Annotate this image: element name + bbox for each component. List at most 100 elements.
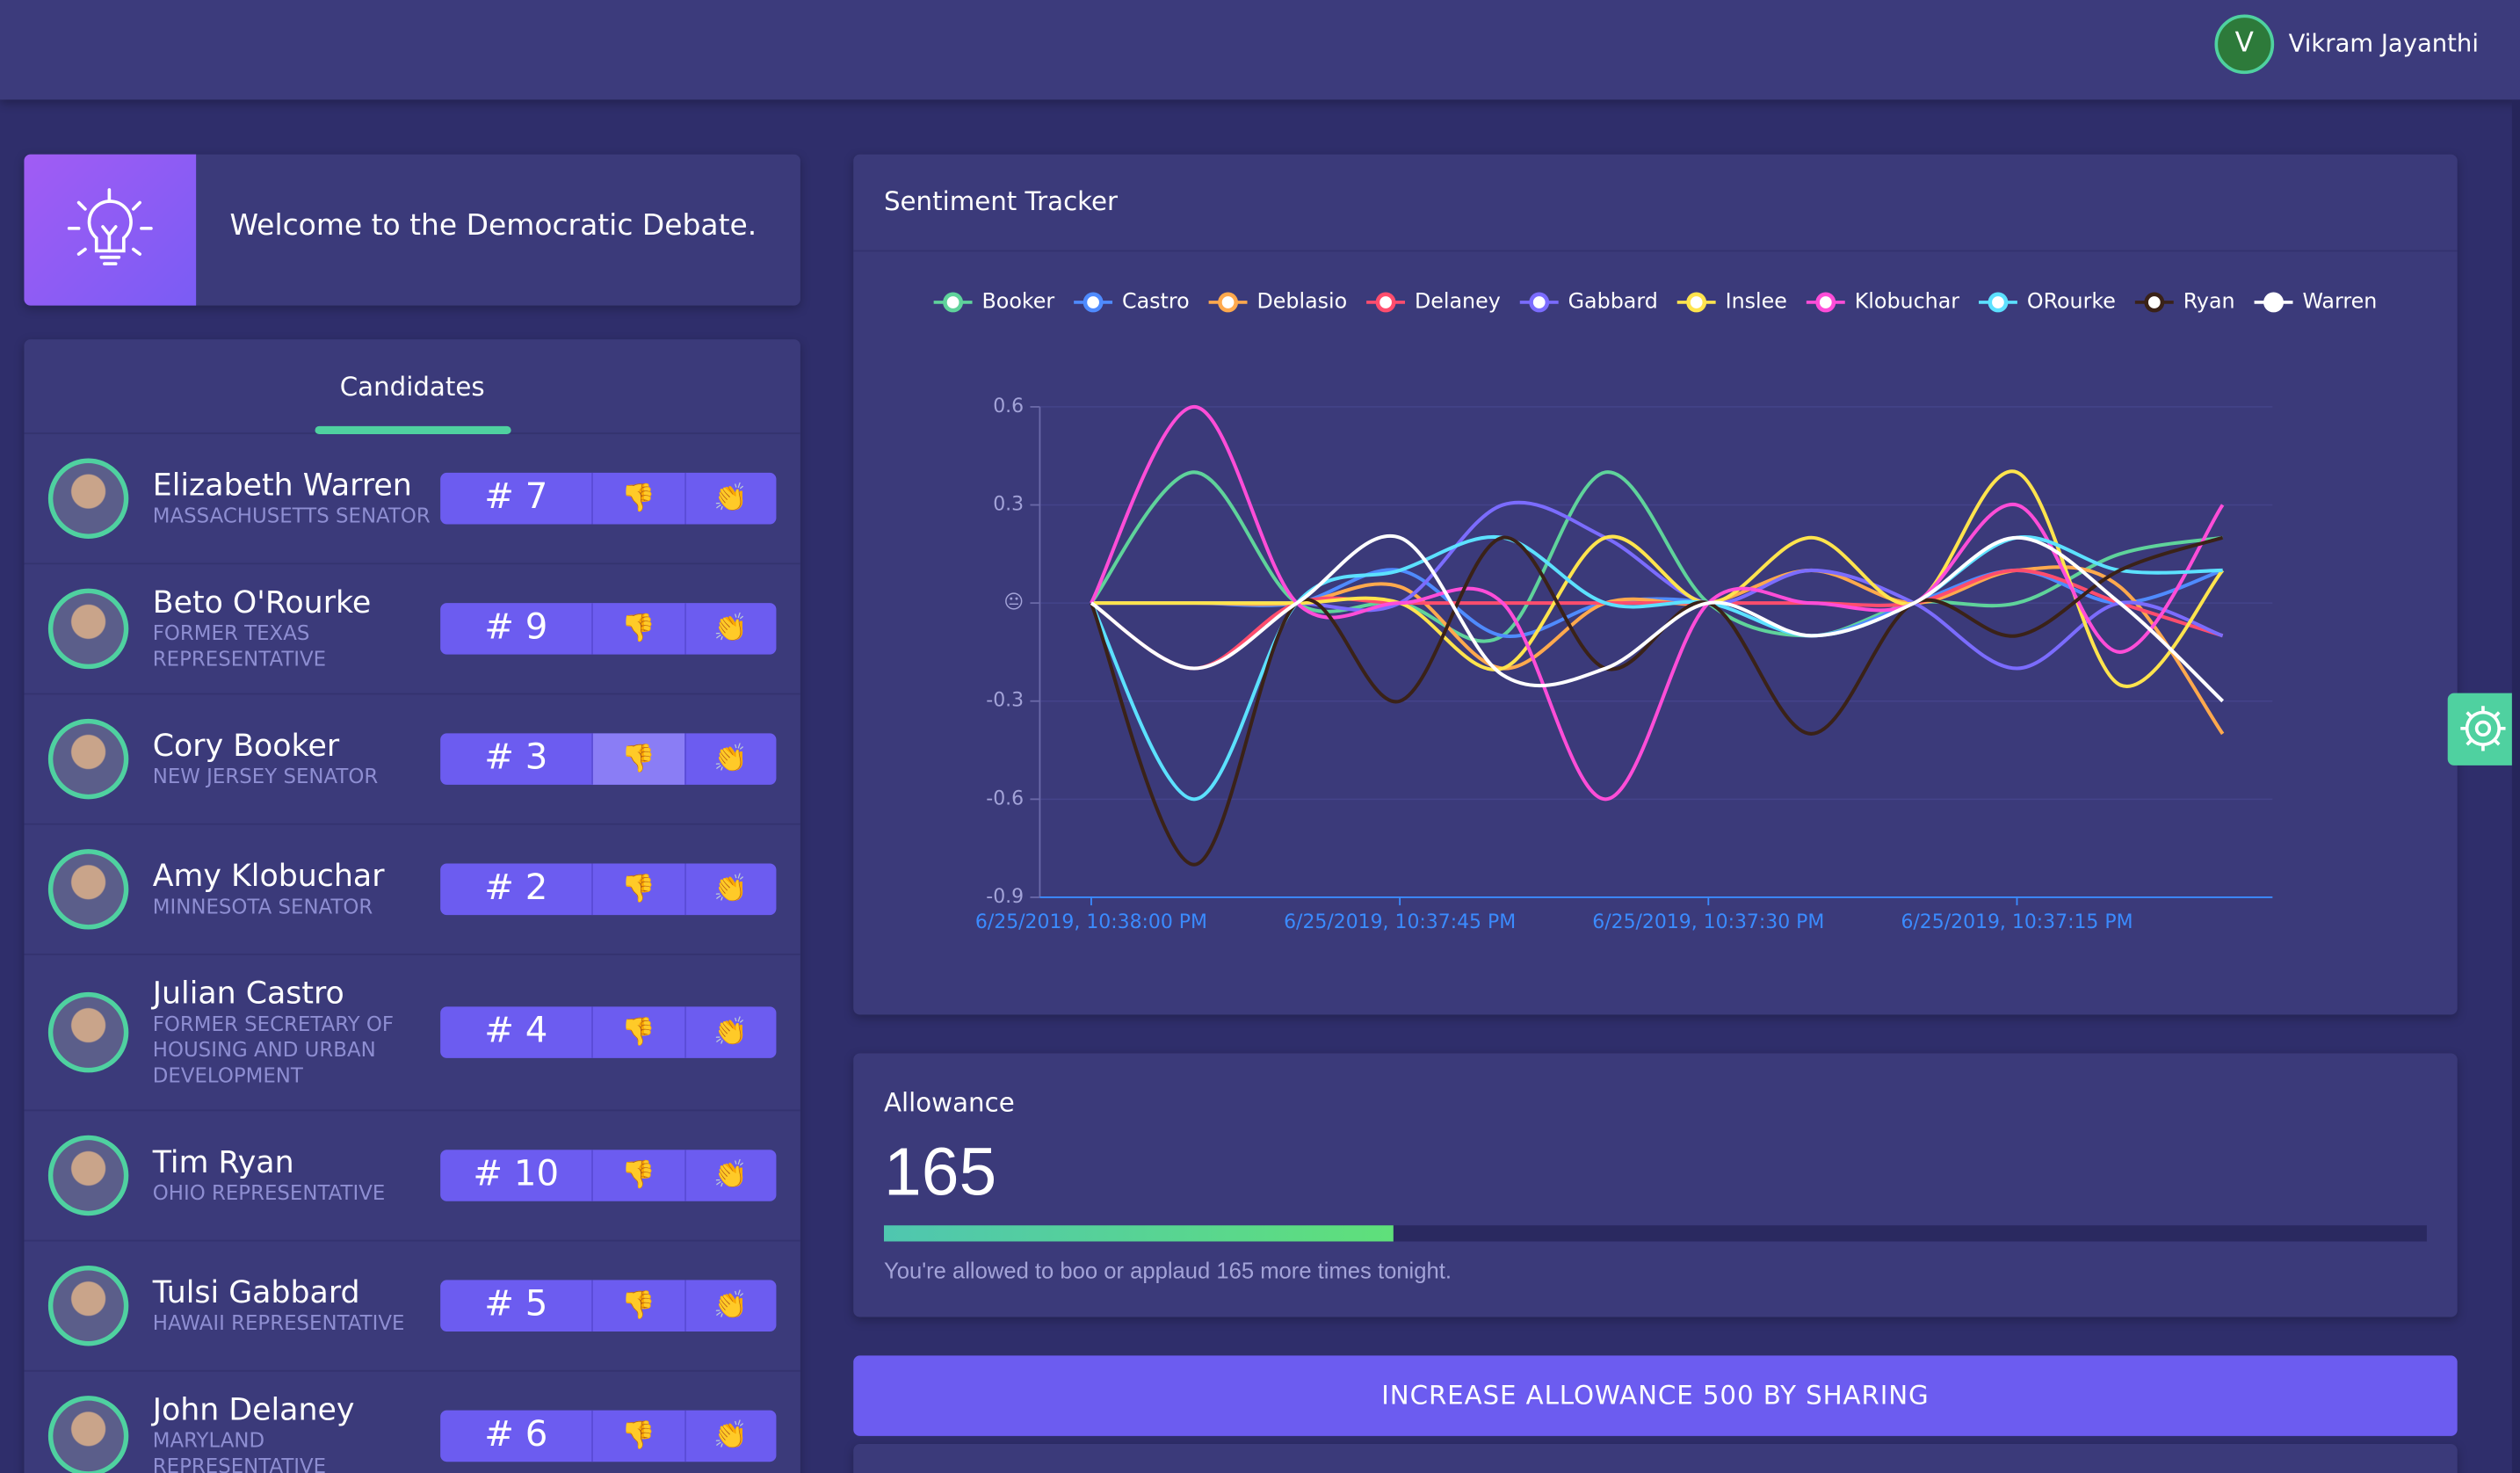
allowance-value: 165 [883,1133,997,1209]
vote-buttons: # 5 👎 👏 [440,1280,777,1332]
rank-badge: # 5 [484,1284,548,1325]
header: V Vikram Jayanthi [0,0,2520,100]
scrollbar [2511,99,2520,1473]
legend-marker [1815,292,1836,313]
legend-label: Deblasio [1256,288,1347,313]
chart-title: Sentiment Tracker [884,186,1119,216]
candidate-row: Tim Ryan OHIO REPRESENTATIVE # 10 👎 👏 [24,1111,800,1242]
user-avatar[interactable]: V [2214,14,2275,75]
vote-buttons: # 4 👎 👏 [440,1006,777,1058]
legend-label: Klobuchar [1855,288,1960,313]
candidate-row: Tulsi Gabbard HAWAII REPRESENTATIVE # 5 👎 👏 [24,1242,800,1372]
rank-badge: # 4 [484,1011,548,1052]
boo-button[interactable]: 👎 [591,863,684,916]
share-button[interactable]: INCREASE ALLOWANCE 500 BY SHARING [853,1355,2458,1436]
settings-button[interactable] [2447,693,2520,766]
y-tick-label: -0.6 [986,787,1024,809]
legend-label: Booker [982,288,1055,313]
legend-marker [1375,292,1396,313]
candidate-name: Beto O'Rourke [152,585,372,621]
legend-label: Delaney [1415,288,1501,313]
boo-button[interactable]: 👎 [591,603,684,655]
welcome-text: Welcome to the Democratic Debate. [229,208,757,243]
applaud-button[interactable]: 👏 [684,1006,776,1058]
applaud-button[interactable]: 👏 [684,1410,776,1462]
candidate-name: Tulsi Gabbard [152,1274,360,1311]
legend-marker [1083,292,1104,313]
legend-marker [2144,292,2165,313]
boo-button[interactable]: 👎 [591,472,684,525]
candidate-name: Amy Klobuchar [152,859,385,895]
candidate-text: Tulsi Gabbard HAWAII REPRESENTATIVE [153,1275,441,1337]
vote-buttons: # 2 👎 👏 [440,863,777,916]
chart: Sentiment Tracker -0.9 -0.6 -0.3 😐 0.3 0.6 6/2… [853,186,2458,933]
candidate-title: FORMER SECRETARY OF HOUSING AND URBAN DE… [152,1011,395,1087]
candidates-card: Candidates Elizabeth Warren MASSACHUSETTS… [24,339,800,1473]
candidate-text: Tim Ryan OHIO REPRESENTATIVE [153,1145,441,1207]
rank-badge: # 9 [484,607,548,649]
boo-button[interactable]: 👎 [591,1410,684,1462]
candidate-title: NEW JERSEY SENATOR [152,764,379,788]
candidate-name: Elizabeth Warren [152,468,412,504]
applaud-button[interactable]: 👏 [684,733,776,785]
candidate-avatar [47,588,129,670]
x-tick-label: 6/25/2019, 10:38:00 PM [975,911,1207,933]
x-tick-label: 6/25/2019, 10:37:30 PM [1592,911,1824,933]
applaud-button[interactable]: 👏 [684,472,776,525]
series-line [1090,568,2224,671]
y-tick-label: -0.3 [986,690,1024,712]
candidate-row: Cory Booker NEW JERSEY SENATOR # 3 👎 👏 [24,694,800,825]
vote-buttons: # 10 👎 👏 [440,1150,777,1201]
x-tick-label: 6/25/2019, 10:37:15 PM [1901,911,2133,933]
legend-marker [1686,292,1707,313]
applaud-button[interactable]: 👏 [684,603,776,655]
candidate-list: Elizabeth Warren MASSACHUSETTS SENATOR # 7… [24,434,800,1473]
legend-marker [1218,292,1238,313]
series-line [1090,404,2225,802]
legend-marker [2263,292,2284,313]
legend-marker [1988,292,2009,313]
y-tick-label: 0.6 [993,395,1024,417]
legend-marker [943,292,964,313]
candidates-tab[interactable]: Candidates [24,339,800,435]
gear-icon [2460,706,2506,751]
candidate-title: HAWAII REPRESENTATIVE [152,1310,405,1335]
legend-label: Inslee [1726,288,1787,313]
candidate-row: John Delaney MARYLAND REPRESENTATIVE # 6 👎 👏 [24,1372,800,1473]
x-tick-label: 6/25/2019, 10:37:45 PM [1284,911,1516,933]
applaud-button[interactable]: 👏 [684,1280,776,1332]
applaud-button[interactable]: 👏 [684,863,776,916]
welcome-card: Welcome to the Democratic Debate. [24,154,800,306]
bulb-icon [24,154,197,306]
vote-buttons: # 3 👎 👏 [440,733,777,785]
candidate-avatar [47,458,129,539]
candidate-title: FORMER TEXAS REPRESENTATIVE [152,620,327,671]
rank-badge: # 7 [484,477,548,519]
candidate-avatar [47,718,129,800]
candidate-avatar [47,1396,129,1473]
candidate-name: Tim Ryan [152,1144,294,1180]
legend-label: ORourke [2027,288,2116,313]
candidate-avatar [47,849,129,930]
boo-button[interactable]: 👎 [591,1006,684,1058]
candidate-title: MARYLAND REPRESENTATIVE [152,1427,327,1473]
boo-button[interactable]: 👎 [591,1280,684,1332]
bulb-svg [67,188,153,265]
boo-button[interactable]: 👎 [591,733,684,785]
rank-badge: # 6 [484,1415,548,1455]
user-name[interactable]: Vikram Jayanthi [2288,28,2479,58]
candidate-text: Elizabeth Warren MASSACHUSETTS SENATOR [153,468,441,529]
legend-label: Castro [1122,288,1190,313]
candidates-title: Candidates [339,371,485,403]
vote-buttons: # 7 👎 👏 [440,472,777,525]
series-line [1090,533,2225,703]
applaud-button[interactable]: 👏 [684,1150,776,1201]
legend-marker [1529,292,1550,313]
candidate-name: Cory Booker [152,728,340,765]
candidate-title: OHIO REPRESENTATIVE [152,1179,386,1205]
progress-track [883,1225,2427,1242]
y-tick-label: 0.3 [993,494,1024,516]
candidate-text: Amy Klobuchar MINNESOTA SENATOR [153,859,441,920]
boo-button[interactable]: 👎 [591,1150,684,1201]
